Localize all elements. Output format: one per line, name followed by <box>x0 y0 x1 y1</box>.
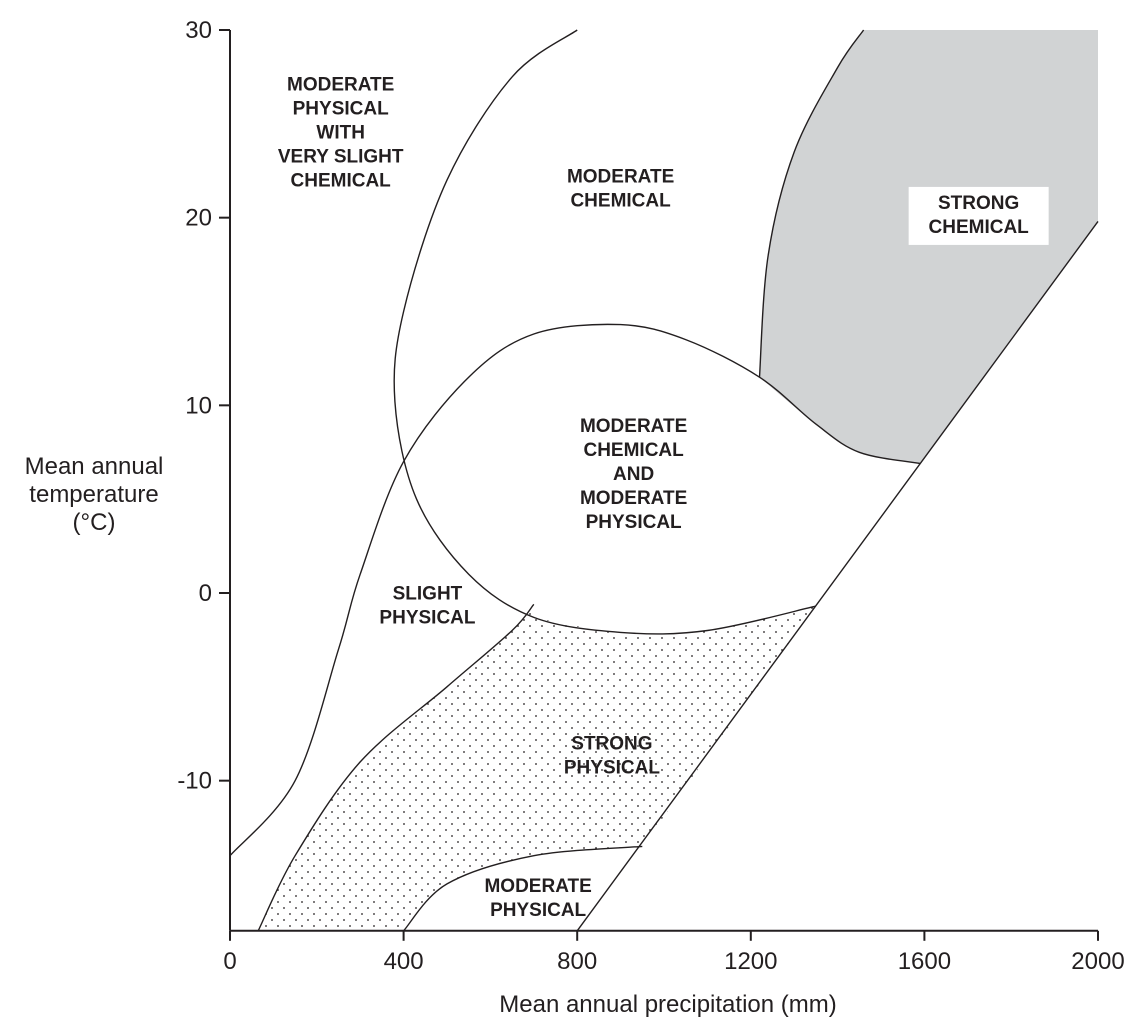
y-tick-label: 10 <box>185 392 212 419</box>
region-label-moderate-physical: MODERATE PHYSICAL <box>484 876 591 921</box>
x-tick-label: 400 <box>384 948 424 975</box>
region-label-strong-physical: STRONG PHYSICAL <box>564 733 660 778</box>
strong-chemical-label-background <box>908 186 1049 245</box>
x-tick-label: 2000 <box>1071 948 1124 975</box>
region-label-strong-chemical: STRONG CHEMICAL <box>929 193 1030 238</box>
region-label-moderate-chemical-and-physical: MODERATE CHEMICAL AND MODERATE PHYSICAL <box>580 416 687 533</box>
y-tick-label: 20 <box>185 205 212 232</box>
y-axis-ticks: 30 20 10 0 -10 <box>177 17 230 795</box>
boundary-curve-moderate-chemical <box>393 29 817 635</box>
x-tick-label: 1600 <box>898 948 951 975</box>
x-tick-label: 1200 <box>724 948 777 975</box>
y-tick-label: -10 <box>177 768 212 795</box>
strong-chemical-region <box>759 30 1098 464</box>
boundary-line-diagonal <box>576 221 1099 932</box>
y-axis-title-line-1: Mean annual <box>25 453 164 480</box>
y-tick-label: 30 <box>185 17 212 44</box>
boundary-curve-strong-chemical-left <box>758 29 865 378</box>
x-tick-label: 0 <box>223 948 236 975</box>
y-tick-label: 0 <box>199 580 212 607</box>
boundary-curve-strong-physical-upper <box>257 603 535 932</box>
x-axis-title: Mean annual precipitation (mm) <box>499 991 837 1018</box>
y-axis-title-line-2: temperature <box>29 481 158 508</box>
x-tick-label: 800 <box>557 948 597 975</box>
strong-physical-region <box>258 604 816 931</box>
region-labels: MODERATE PHYSICAL WITH VERY SLIGHT CHEMICAL M… <box>278 74 1049 921</box>
boundary-curve-moderate-physical-top <box>403 845 643 932</box>
region-label-slight-physical: SLIGHT PHYSICAL <box>379 583 475 628</box>
x-axis-ticks: 0 400 800 1200 1600 2000 <box>223 930 1125 975</box>
y-axis-title-line-3: (°C) <box>73 509 116 536</box>
region-label-moderate-physical-slight-chemical: MODERATE PHYSICAL WITH VERY SLIGHT CHEMICAL <box>278 74 404 191</box>
region-label-moderate-chemical: MODERATE CHEMICAL <box>567 167 674 212</box>
boundary-curve-left-outer <box>229 323 921 857</box>
